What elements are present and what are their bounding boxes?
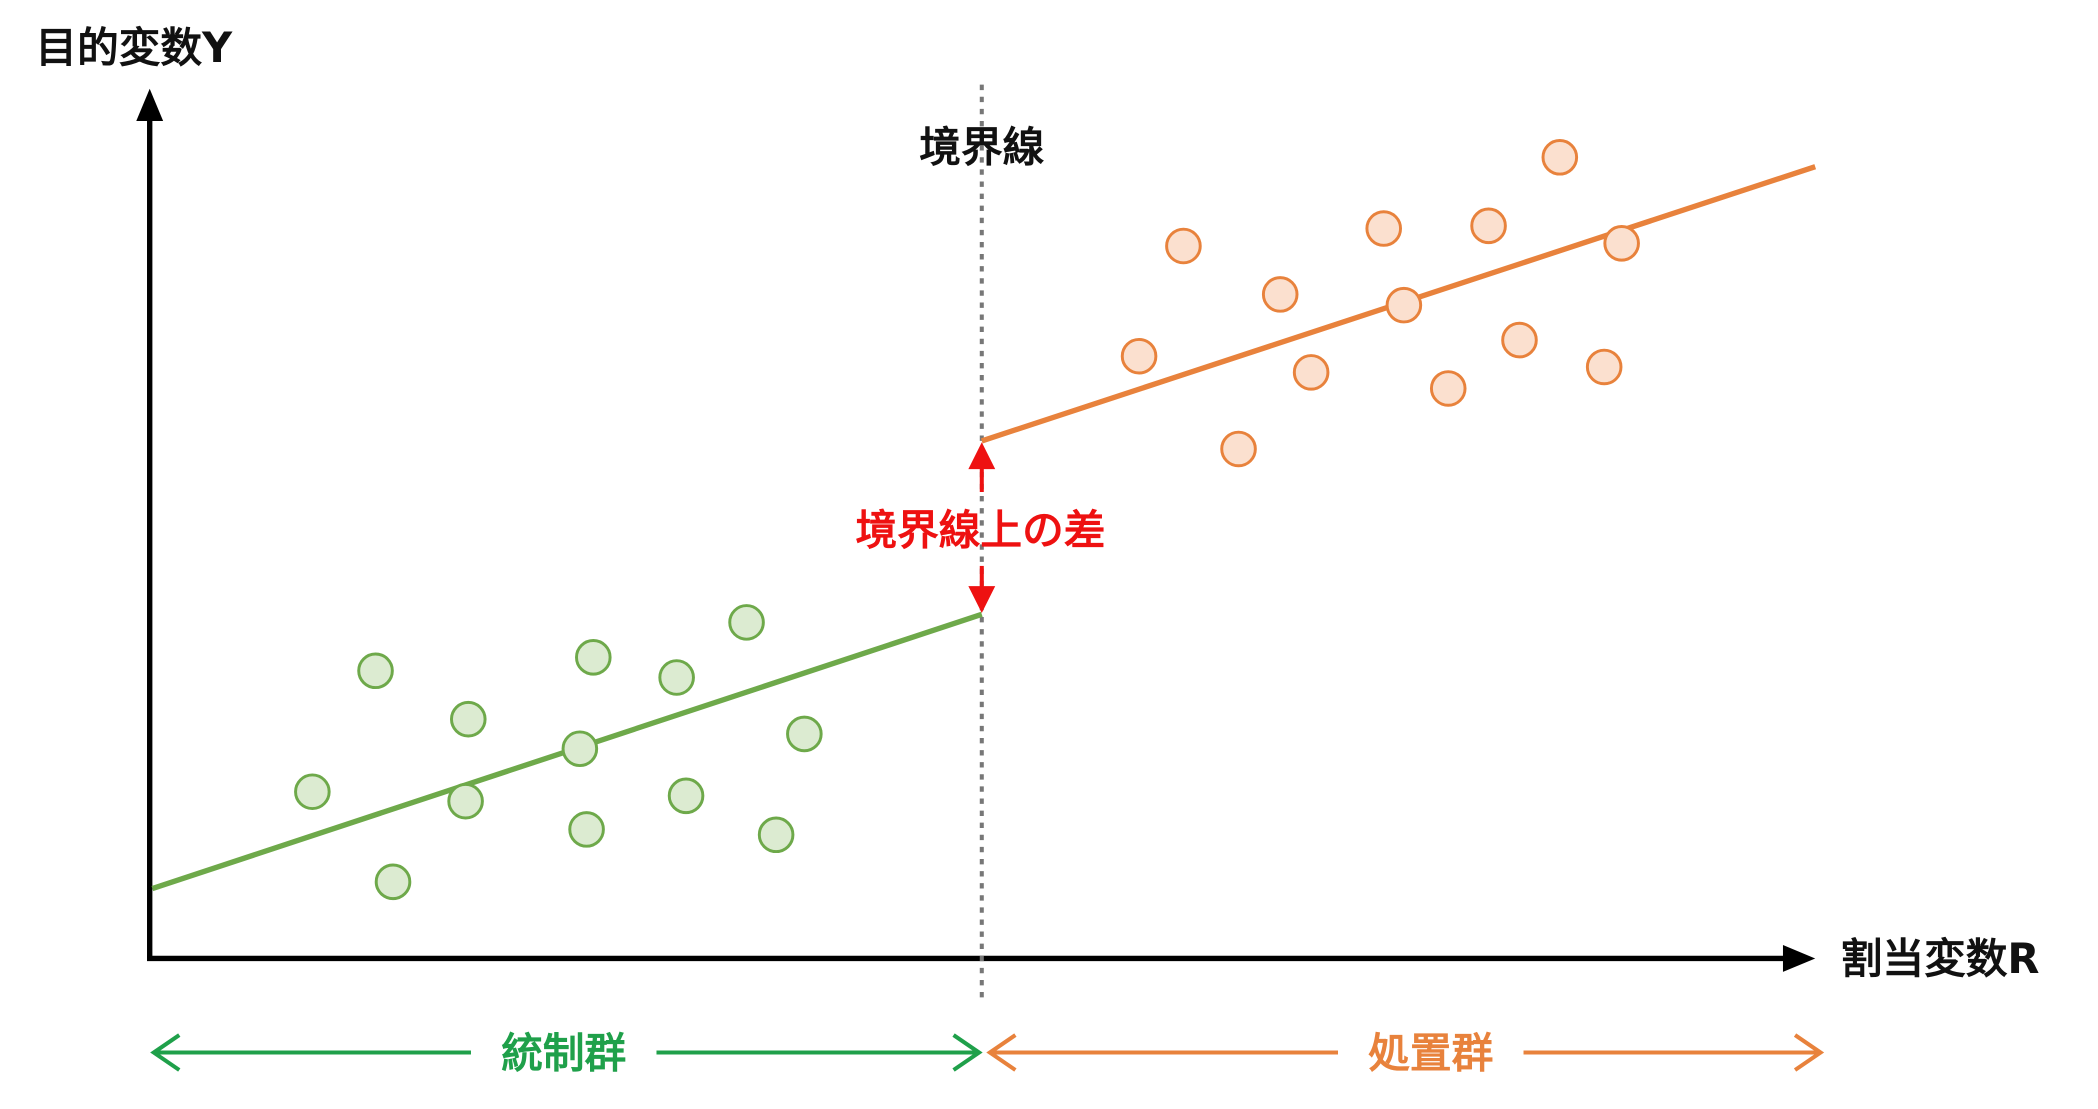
treatment-point-11 xyxy=(1541,138,1579,176)
treatment-point-13 xyxy=(1585,348,1623,386)
control-point-3 xyxy=(450,700,487,738)
treatment-label: 処置群 xyxy=(1368,1028,1493,1077)
gap-label: 境界線上の差 xyxy=(855,505,1105,554)
treatment-point-7 xyxy=(1385,286,1423,324)
treatment-point-5 xyxy=(1292,354,1330,391)
treatment-point-2 xyxy=(1120,337,1158,375)
treatment-range-right-arrowhead xyxy=(1793,1033,1825,1072)
y-axis-label: 目的変数Y xyxy=(35,23,233,72)
control-point-2 xyxy=(357,652,394,690)
treatment-point-6 xyxy=(1365,210,1402,247)
treatment-range-left-arrowhead xyxy=(986,1033,1017,1072)
axes xyxy=(136,88,1816,972)
control-point-5 xyxy=(374,863,412,901)
x-axis-label: 割当変数R xyxy=(1841,934,2040,983)
treatment-point-4 xyxy=(1261,276,1299,313)
control-point-4 xyxy=(447,782,484,820)
control-point-7 xyxy=(575,639,612,676)
gap-arrow-down-icon xyxy=(968,586,996,613)
treatment-point-8 xyxy=(1429,370,1467,407)
gap-annotation: 境界線上の差 xyxy=(855,442,1105,613)
treatment-point-9 xyxy=(1470,207,1507,245)
control-label: 統制群 xyxy=(501,1028,626,1077)
control-range-right-arrowhead xyxy=(952,1033,983,1072)
y-axis-arrowhead xyxy=(136,88,164,121)
gap-arrow-up-icon xyxy=(968,442,996,470)
control-point-11 xyxy=(728,604,765,641)
x-axis-arrowhead xyxy=(1782,945,1816,972)
control-point-6 xyxy=(561,730,599,768)
cutoff-label: 境界線 xyxy=(919,122,1044,171)
control-point-9 xyxy=(658,659,695,696)
control-points xyxy=(294,604,823,901)
treatment-points xyxy=(1120,138,1640,468)
control-point-1 xyxy=(294,773,331,811)
treatment-point-10 xyxy=(1501,321,1538,359)
control-range-left-arrowhead xyxy=(150,1033,181,1072)
control-point-13 xyxy=(757,816,795,854)
treatment-point-12 xyxy=(1603,225,1640,262)
control-point-12 xyxy=(786,715,823,753)
control-range: 統制群 xyxy=(150,1028,983,1077)
treatment-point-1 xyxy=(1165,227,1202,265)
control-point-8 xyxy=(568,811,605,848)
treatment-point-3 xyxy=(1220,430,1257,468)
control-point-10 xyxy=(667,777,705,815)
treatment-range: 処置群 xyxy=(986,1028,1825,1077)
